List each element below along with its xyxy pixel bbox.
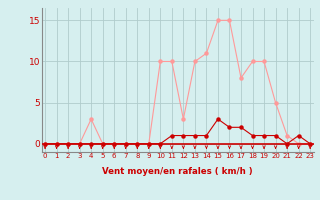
X-axis label: Vent moyen/en rafales ( km/h ): Vent moyen/en rafales ( km/h ) (102, 167, 253, 176)
